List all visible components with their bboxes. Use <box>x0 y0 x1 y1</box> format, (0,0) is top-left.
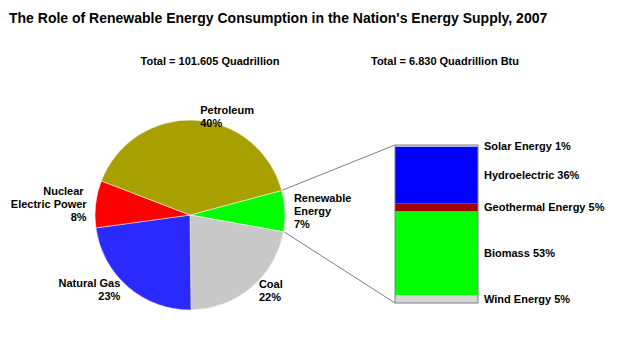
svg-text:40%: 40% <box>200 117 222 129</box>
svg-text:23%: 23% <box>98 290 120 302</box>
svg-text:The Role of Renewable Energy C: The Role of Renewable Energy Consumption… <box>9 10 547 26</box>
svg-text:Coal: Coal <box>259 278 283 290</box>
svg-text:Total = 101.605 Quadrillion: Total = 101.605 Quadrillion <box>141 55 280 67</box>
svg-text:Energy: Energy <box>294 205 332 217</box>
svg-text:Hydroelectric 36%: Hydroelectric 36% <box>484 169 580 181</box>
svg-text:Petroleum: Petroleum <box>200 104 254 116</box>
svg-text:8%: 8% <box>71 211 87 223</box>
svg-text:22%: 22% <box>259 291 281 303</box>
svg-text:Electric Power: Electric Power <box>11 198 88 210</box>
svg-text:Nuclear: Nuclear <box>43 185 86 197</box>
svg-text:Natural Gas: Natural Gas <box>59 277 121 289</box>
svg-text:Solar Energy 1%: Solar Energy 1% <box>484 140 571 152</box>
svg-text:Renewable: Renewable <box>294 192 355 204</box>
svg-text:Biomass 53%: Biomass 53% <box>484 247 555 259</box>
svg-text:Wind Energy 5%: Wind Energy 5% <box>484 293 570 305</box>
svg-text:Geothermal Energy 5%: Geothermal Energy 5% <box>484 201 605 213</box>
svg-text:Total = 6.830 Quadrillion Btu: Total = 6.830 Quadrillion Btu <box>371 55 519 67</box>
svg-text:7%: 7% <box>294 218 310 230</box>
